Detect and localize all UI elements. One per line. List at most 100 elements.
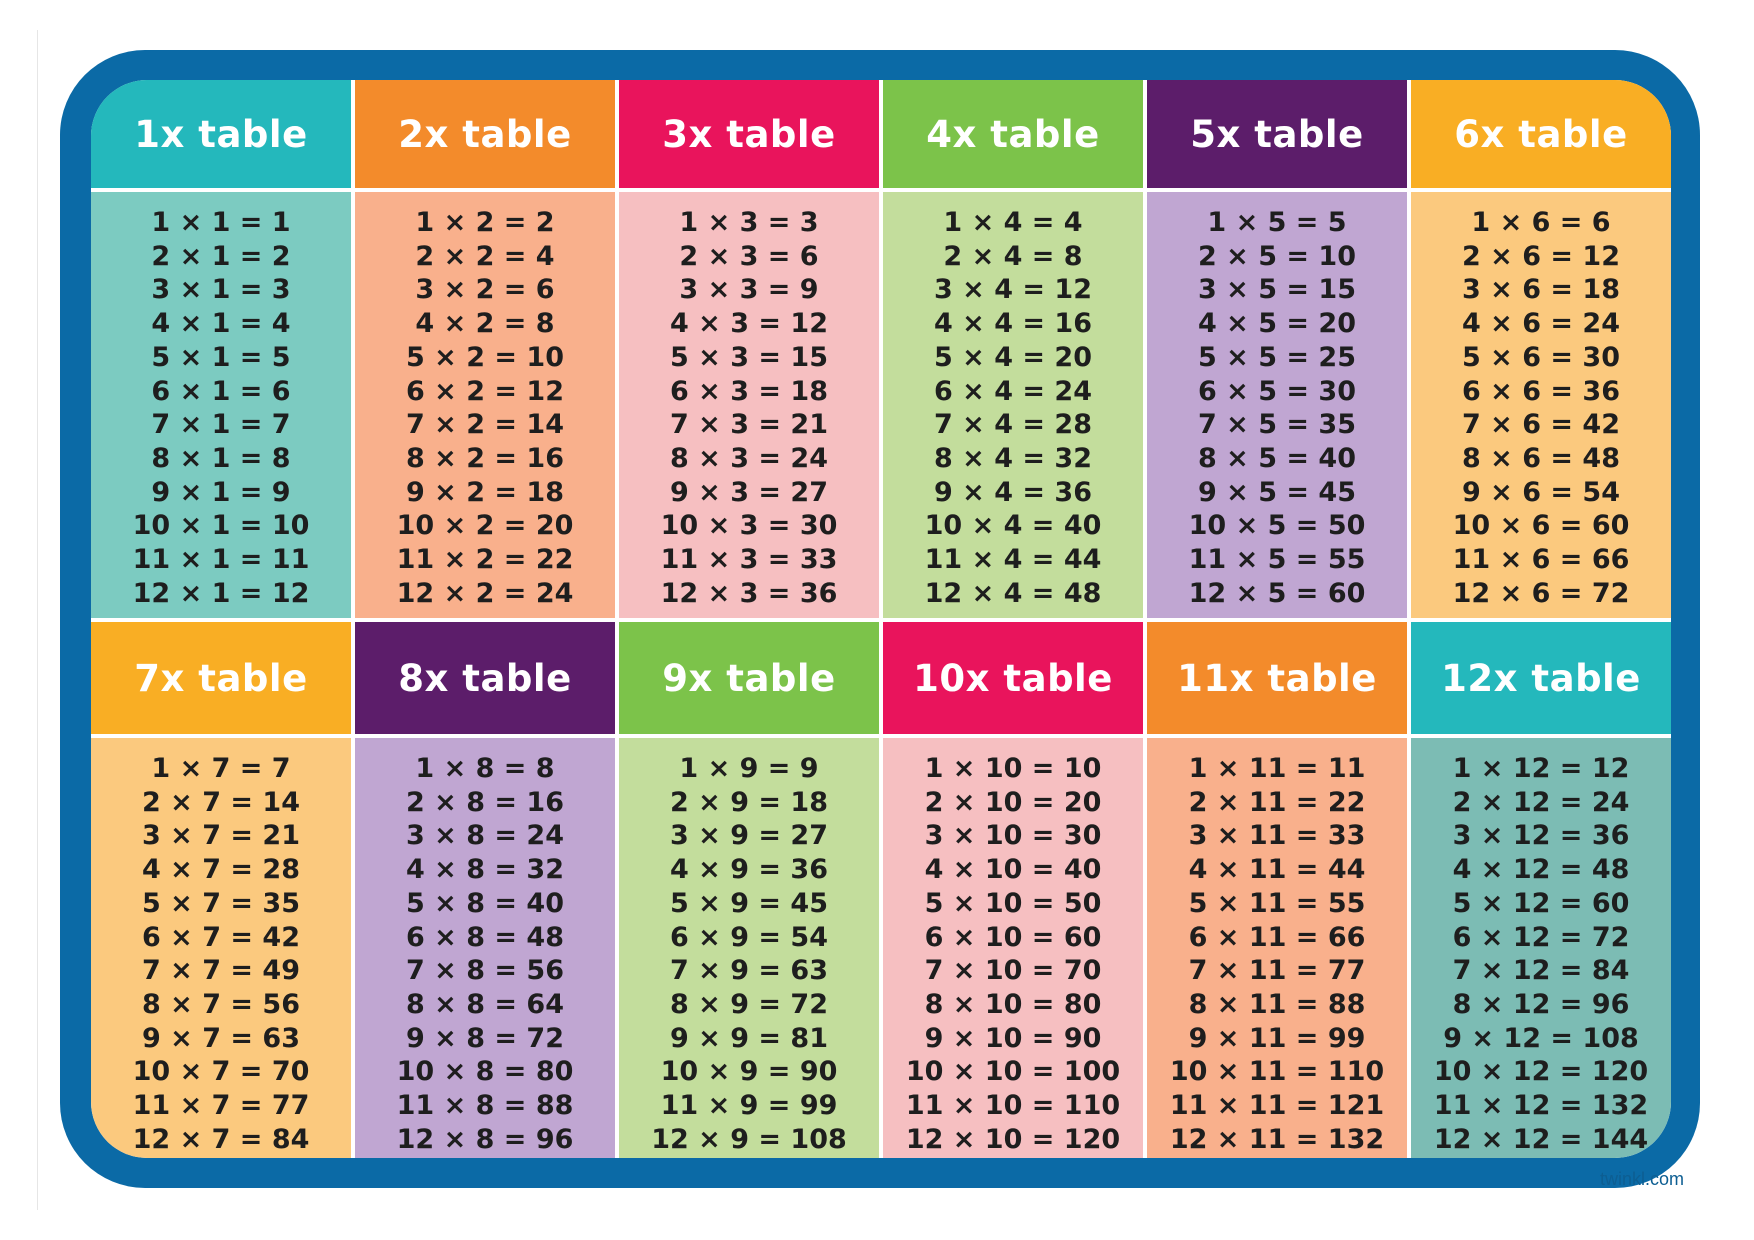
multiplication-fact: 7 × 1 = 7 bbox=[151, 409, 291, 441]
multiplication-fact: 10 × 8 = 80 bbox=[396, 1056, 574, 1088]
multiplication-fact: 7 × 9 = 63 bbox=[670, 955, 828, 987]
table-title: 12x table bbox=[1411, 622, 1671, 738]
multiplication-fact: 11 × 8 = 88 bbox=[396, 1090, 574, 1122]
multiplication-fact: 6 × 3 = 18 bbox=[670, 375, 828, 407]
multiplication-fact: 4 × 1 = 4 bbox=[151, 308, 291, 340]
multiplication-fact: 5 × 5 = 25 bbox=[1198, 341, 1356, 373]
multiplication-fact: 10 × 9 = 90 bbox=[660, 1056, 838, 1088]
multiplication-fact: 9 × 3 = 27 bbox=[670, 476, 828, 508]
multiplication-fact: 4 × 2 = 8 bbox=[415, 308, 555, 340]
multiplication-fact: 1 × 9 = 9 bbox=[679, 753, 819, 784]
multiplication-fact: 7 × 11 = 77 bbox=[1188, 955, 1366, 987]
multiplication-fact: 2 × 7 = 14 bbox=[142, 786, 300, 818]
multiplication-fact: 2 × 1 = 2 bbox=[151, 240, 291, 272]
multiplication-fact: 5 × 7 = 35 bbox=[142, 887, 300, 919]
multiplication-fact: 8 × 10 = 80 bbox=[924, 988, 1102, 1020]
multiplication-fact: 8 × 8 = 64 bbox=[406, 988, 564, 1020]
multiplication-fact: 9 × 1 = 9 bbox=[151, 476, 291, 508]
multiplication-fact: 11 × 12 = 132 bbox=[1433, 1090, 1649, 1122]
multiplication-fact: 8 × 1 = 8 bbox=[151, 442, 291, 474]
multiplication-fact: 10 × 12 = 120 bbox=[1433, 1056, 1649, 1088]
multiplication-fact: 7 × 8 = 56 bbox=[406, 955, 564, 987]
multiplication-fact: 6 × 4 = 24 bbox=[934, 375, 1092, 407]
multiplication-fact: 11 × 10 = 110 bbox=[905, 1090, 1121, 1122]
multiplication-fact: 2 × 8 = 16 bbox=[406, 786, 564, 818]
multiplication-fact: 10 × 1 = 10 bbox=[132, 510, 310, 542]
multiplication-fact: 10 × 2 = 20 bbox=[396, 510, 574, 542]
multiplication-fact: 2 × 4 = 8 bbox=[943, 240, 1083, 272]
multiplication-fact: 2 × 9 = 18 bbox=[670, 786, 828, 818]
multiplication-fact: 3 × 5 = 15 bbox=[1198, 274, 1356, 306]
multiplication-fact: 4 × 7 = 28 bbox=[142, 854, 300, 886]
multiplication-fact: 5 × 4 = 20 bbox=[934, 341, 1092, 373]
multiplication-fact: 6 × 5 = 30 bbox=[1198, 375, 1356, 407]
multiplication-fact: 4 × 8 = 32 bbox=[406, 854, 564, 886]
multiplication-fact: 11 × 4 = 44 bbox=[924, 544, 1102, 576]
multiplication-fact: 11 × 6 = 66 bbox=[1452, 544, 1630, 576]
table-title: 4x table bbox=[883, 80, 1143, 192]
multiplication-fact: 7 × 10 = 70 bbox=[924, 955, 1102, 987]
multiplication-fact: 3 × 6 = 18 bbox=[1462, 274, 1620, 306]
multiplication-fact: 1 × 7 = 7 bbox=[151, 753, 291, 784]
multiplication-fact: 12 × 9 = 108 bbox=[651, 1123, 847, 1155]
multiplication-fact: 1 × 1 = 1 bbox=[151, 207, 291, 238]
multiplication-fact: 6 × 1 = 6 bbox=[151, 375, 291, 407]
multiplication-fact: 12 × 7 = 84 bbox=[132, 1123, 310, 1155]
multiplication-fact: 8 × 11 = 88 bbox=[1188, 988, 1366, 1020]
multiplication-fact: 9 × 5 = 45 bbox=[1198, 476, 1356, 508]
multiplication-fact: 12 × 6 = 72 bbox=[1452, 577, 1630, 609]
multiplication-fact: 12 × 4 = 48 bbox=[924, 577, 1102, 609]
multiplication-fact: 11 × 1 = 11 bbox=[132, 544, 310, 576]
multiplication-fact: 7 × 4 = 28 bbox=[934, 409, 1092, 441]
multiplication-fact: 3 × 8 = 24 bbox=[406, 820, 564, 852]
multiplication-fact: 4 × 5 = 20 bbox=[1198, 308, 1356, 340]
multiplication-fact: 9 × 9 = 81 bbox=[670, 1022, 828, 1054]
multiplication-fact: 3 × 4 = 12 bbox=[934, 274, 1092, 306]
multiplication-fact: 11 × 2 = 22 bbox=[396, 544, 574, 576]
multiplication-fact: 12 × 3 = 36 bbox=[660, 577, 838, 609]
table-title: 9x table bbox=[619, 622, 879, 738]
table-title: 6x table bbox=[1411, 80, 1671, 192]
multiplication-fact: 10 × 4 = 40 bbox=[924, 510, 1102, 542]
multiplication-fact: 7 × 3 = 21 bbox=[670, 409, 828, 441]
multiplication-fact: 9 × 7 = 63 bbox=[142, 1022, 300, 1054]
multiplication-fact: 1 × 11 = 11 bbox=[1188, 753, 1366, 784]
multiplication-fact: 8 × 7 = 56 bbox=[142, 988, 300, 1020]
multiplication-fact: 2 × 2 = 4 bbox=[415, 240, 555, 272]
multiplication-fact: 6 × 9 = 54 bbox=[670, 921, 828, 953]
multiplication-fact: 7 × 5 = 35 bbox=[1198, 409, 1356, 441]
table-title: 7x table bbox=[91, 622, 351, 738]
multiplication-fact: 8 × 9 = 72 bbox=[670, 988, 828, 1020]
multiplication-fact: 8 × 5 = 40 bbox=[1198, 442, 1356, 474]
multiplication-fact: 12 × 2 = 24 bbox=[396, 577, 574, 609]
multiplication-fact: 10 × 7 = 70 bbox=[132, 1056, 310, 1088]
multiplication-fact: 11 × 5 = 55 bbox=[1188, 544, 1366, 576]
multiplication-fact: 12 × 5 = 60 bbox=[1188, 577, 1366, 609]
table-panel: 10x table 1 × 10 = 10 2 × 10 = 20 3 × 10 = … bbox=[883, 622, 1143, 1158]
multiplication-fact: 6 × 11 = 66 bbox=[1188, 921, 1366, 953]
multiplication-fact: 9 × 12 = 108 bbox=[1443, 1022, 1639, 1054]
table-panel: 11x table 1 × 11 = 11 2 × 11 = 22 3 × 11 = … bbox=[1147, 622, 1407, 1158]
table-facts-list: 1 × 10 = 10 2 × 10 = 20 3 × 10 = 30 4 × 10 … bbox=[883, 738, 1143, 1158]
multiplication-fact: 4 × 3 = 12 bbox=[670, 308, 828, 340]
multiplication-fact: 2 × 6 = 12 bbox=[1462, 240, 1620, 272]
multiplication-fact: 10 × 10 = 100 bbox=[905, 1056, 1121, 1088]
multiplication-fact: 5 × 2 = 10 bbox=[406, 341, 564, 373]
multiplication-fact: 6 × 12 = 72 bbox=[1452, 921, 1630, 953]
multiplication-fact: 7 × 7 = 49 bbox=[142, 955, 300, 987]
table-title: 1x table bbox=[91, 80, 351, 192]
multiplication-fact: 12 × 8 = 96 bbox=[396, 1123, 574, 1155]
multiplication-fact: 2 × 11 = 22 bbox=[1188, 786, 1366, 818]
multiplication-fact: 8 × 2 = 16 bbox=[406, 442, 564, 474]
